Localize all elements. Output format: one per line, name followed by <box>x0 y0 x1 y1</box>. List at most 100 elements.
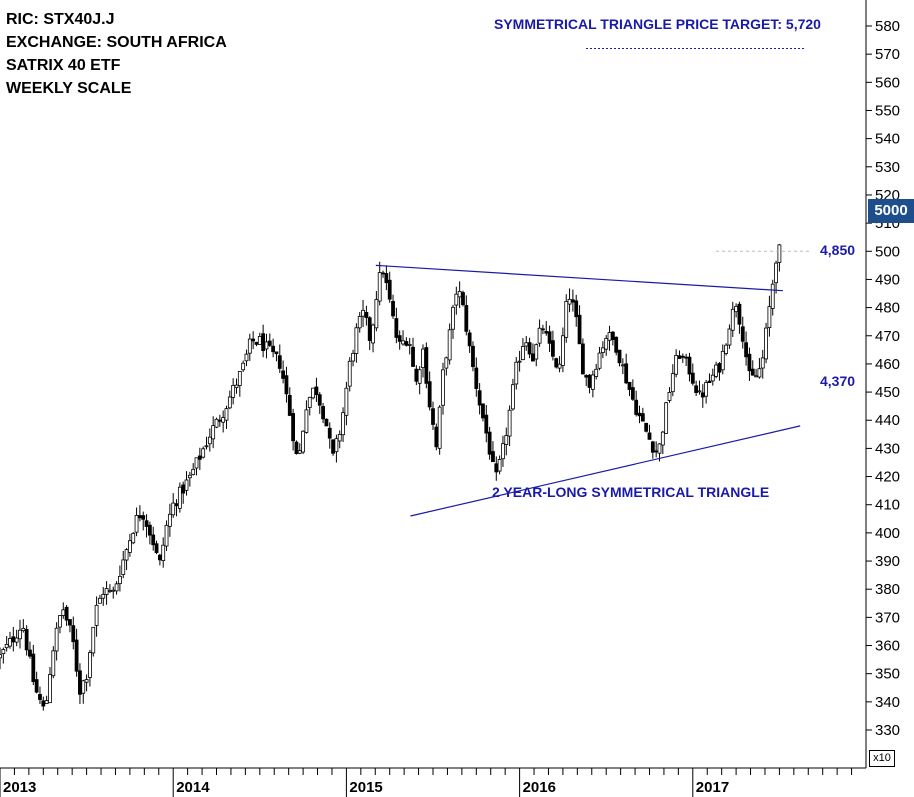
candle-body <box>491 451 495 463</box>
candle-body <box>151 534 156 546</box>
candle-body <box>740 326 745 342</box>
y-tick-label: 460 <box>875 356 900 373</box>
candle-body <box>361 309 365 317</box>
y-tick-label: 420 <box>875 469 900 486</box>
candle-body <box>770 283 775 309</box>
candle-body <box>114 583 119 592</box>
candle-body <box>457 291 462 298</box>
upper-level-label: 4,850 <box>820 242 856 258</box>
candle-body <box>68 619 72 626</box>
axes <box>0 0 867 769</box>
candle-body <box>381 272 385 275</box>
candle-body <box>584 375 589 378</box>
candle-body <box>131 532 136 544</box>
candle-body <box>461 292 465 306</box>
candle-body <box>357 316 362 329</box>
candle-body <box>118 575 122 585</box>
candle-body <box>690 372 695 384</box>
candle-body <box>227 396 232 409</box>
candle-body <box>610 331 615 340</box>
candle-body <box>234 384 239 388</box>
candle-body <box>214 418 219 428</box>
candle-body <box>767 306 772 328</box>
candle-body <box>734 306 738 313</box>
candle-body <box>777 244 782 263</box>
x-tick-label: 2016 <box>523 779 556 796</box>
candle-body <box>407 344 412 346</box>
candle-body <box>137 515 142 519</box>
candle-body <box>747 353 752 372</box>
candle-body <box>437 406 442 449</box>
candle-body <box>444 357 449 369</box>
candle-body <box>424 347 429 384</box>
candle-body <box>744 342 748 358</box>
candle-body <box>304 409 309 433</box>
candle-body <box>91 626 96 654</box>
candle-body <box>331 439 335 454</box>
candle-body <box>111 589 116 592</box>
candle-body <box>421 348 425 368</box>
candle-body <box>61 609 66 616</box>
candle-body <box>58 615 62 628</box>
candle-body <box>481 403 485 419</box>
candle-body <box>371 324 375 344</box>
candle-body <box>327 427 332 439</box>
candle-body <box>727 328 732 346</box>
candle-body <box>397 335 402 342</box>
candle-body <box>394 318 399 338</box>
candle-body <box>417 369 422 384</box>
y-tick-label: 350 <box>875 666 900 683</box>
candle-body <box>624 363 629 384</box>
candle-body <box>447 329 452 361</box>
candle-body <box>524 342 529 347</box>
candle-body <box>484 414 489 434</box>
candle-body <box>704 382 709 397</box>
candle-body <box>311 387 315 399</box>
y-tick-label: 550 <box>875 102 900 119</box>
candlesticks <box>0 244 782 711</box>
candle-body <box>144 520 149 527</box>
candle-body <box>714 364 719 377</box>
candle-body <box>667 392 672 401</box>
candle-body <box>31 653 36 682</box>
candle-body <box>414 368 419 382</box>
x-axis: 2013 2014 2015 2016 2017 <box>0 768 853 797</box>
candle-body <box>8 638 12 647</box>
y-axis: 330 340 350 360 370 380 390 400 410 420 430 440 450 4… <box>866 18 900 739</box>
candle-body <box>374 299 379 329</box>
candle-body <box>534 344 539 360</box>
candle-body <box>274 351 279 355</box>
candle-body <box>41 700 46 707</box>
candle-body <box>717 363 722 373</box>
y-tick-label: 410 <box>875 497 900 514</box>
candle-body <box>221 417 226 423</box>
candle-body <box>51 650 56 677</box>
candle-body <box>670 373 675 393</box>
candle-body <box>267 340 272 346</box>
candle-body <box>474 367 479 389</box>
candle-body <box>507 409 512 437</box>
y-tick-label: 380 <box>875 581 900 598</box>
candle-body <box>630 387 635 400</box>
candle-body <box>531 353 535 362</box>
candle-body <box>597 352 602 369</box>
candle-body <box>81 680 86 694</box>
candle-body <box>487 431 492 455</box>
candle-body <box>164 524 169 547</box>
scale-label: WEEKLY SCALE <box>6 80 132 97</box>
candle-body <box>730 308 735 331</box>
candle-body <box>544 331 549 334</box>
candle-body <box>257 336 262 345</box>
y-tick-label: 390 <box>875 553 900 570</box>
candle-body <box>557 363 562 369</box>
candle-body <box>567 298 572 305</box>
candle-body <box>321 406 325 420</box>
candle-body <box>194 457 199 469</box>
candle-body <box>404 341 409 346</box>
candle-body <box>337 433 342 442</box>
candle-body <box>617 349 622 364</box>
candle-body <box>754 375 758 378</box>
candle-body <box>141 515 146 520</box>
candle-body <box>184 479 189 491</box>
pattern-label: 2 YEAR-LONG SYMMETRICAL TRIANGLE <box>492 484 770 500</box>
